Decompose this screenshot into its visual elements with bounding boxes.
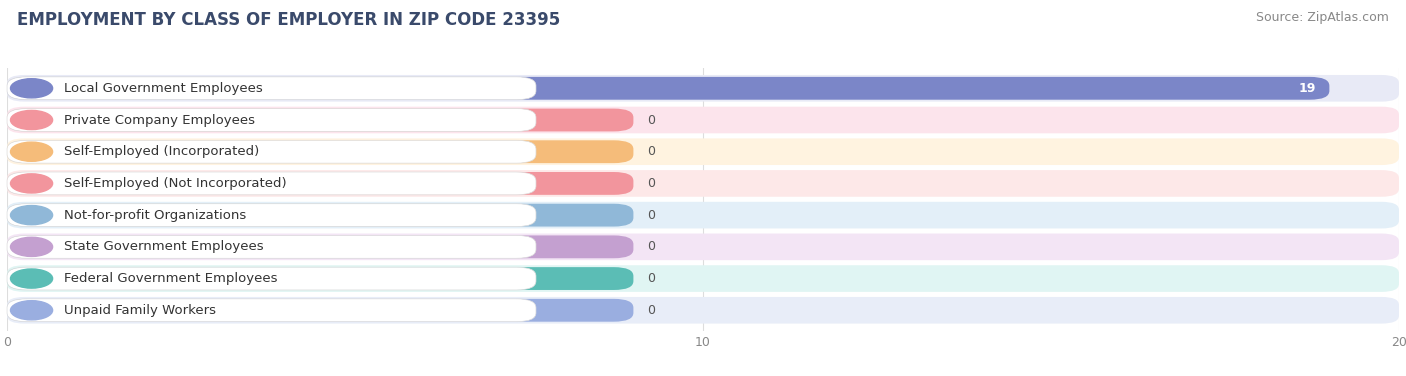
FancyBboxPatch shape xyxy=(7,77,536,100)
FancyBboxPatch shape xyxy=(7,267,633,290)
Text: 0: 0 xyxy=(647,177,655,190)
FancyBboxPatch shape xyxy=(7,77,1330,100)
FancyBboxPatch shape xyxy=(7,235,536,258)
Circle shape xyxy=(10,174,52,193)
Circle shape xyxy=(10,142,52,161)
FancyBboxPatch shape xyxy=(7,299,536,322)
Text: Local Government Employees: Local Government Employees xyxy=(65,82,263,95)
Text: 0: 0 xyxy=(647,304,655,317)
Circle shape xyxy=(10,269,52,288)
Circle shape xyxy=(10,237,52,256)
FancyBboxPatch shape xyxy=(7,140,536,163)
FancyBboxPatch shape xyxy=(7,202,1399,229)
Circle shape xyxy=(10,206,52,225)
FancyBboxPatch shape xyxy=(7,172,536,195)
FancyBboxPatch shape xyxy=(7,109,536,132)
FancyBboxPatch shape xyxy=(7,204,633,227)
Text: Source: ZipAtlas.com: Source: ZipAtlas.com xyxy=(1256,11,1389,24)
Circle shape xyxy=(10,111,52,130)
FancyBboxPatch shape xyxy=(7,265,1399,292)
FancyBboxPatch shape xyxy=(7,299,633,322)
Text: Self-Employed (Not Incorporated): Self-Employed (Not Incorporated) xyxy=(65,177,287,190)
Text: Federal Government Employees: Federal Government Employees xyxy=(65,272,278,285)
Text: 0: 0 xyxy=(647,272,655,285)
FancyBboxPatch shape xyxy=(7,170,1399,197)
Text: 0: 0 xyxy=(647,209,655,221)
FancyBboxPatch shape xyxy=(7,297,1399,324)
FancyBboxPatch shape xyxy=(7,138,1399,165)
Text: Self-Employed (Incorporated): Self-Employed (Incorporated) xyxy=(65,145,260,158)
Text: 0: 0 xyxy=(647,114,655,126)
FancyBboxPatch shape xyxy=(7,172,633,195)
FancyBboxPatch shape xyxy=(7,75,1399,102)
Text: Unpaid Family Workers: Unpaid Family Workers xyxy=(65,304,217,317)
FancyBboxPatch shape xyxy=(7,267,536,290)
FancyBboxPatch shape xyxy=(7,235,633,258)
Circle shape xyxy=(10,301,52,320)
Text: 19: 19 xyxy=(1298,82,1316,95)
FancyBboxPatch shape xyxy=(7,109,633,132)
Circle shape xyxy=(10,79,52,98)
Text: State Government Employees: State Government Employees xyxy=(65,240,264,253)
FancyBboxPatch shape xyxy=(7,233,1399,260)
FancyBboxPatch shape xyxy=(7,107,1399,133)
FancyBboxPatch shape xyxy=(7,140,633,163)
Text: EMPLOYMENT BY CLASS OF EMPLOYER IN ZIP CODE 23395: EMPLOYMENT BY CLASS OF EMPLOYER IN ZIP C… xyxy=(17,11,560,29)
Text: Not-for-profit Organizations: Not-for-profit Organizations xyxy=(65,209,246,221)
FancyBboxPatch shape xyxy=(7,204,536,227)
Text: 0: 0 xyxy=(647,240,655,253)
Text: Private Company Employees: Private Company Employees xyxy=(65,114,256,126)
Text: 0: 0 xyxy=(647,145,655,158)
